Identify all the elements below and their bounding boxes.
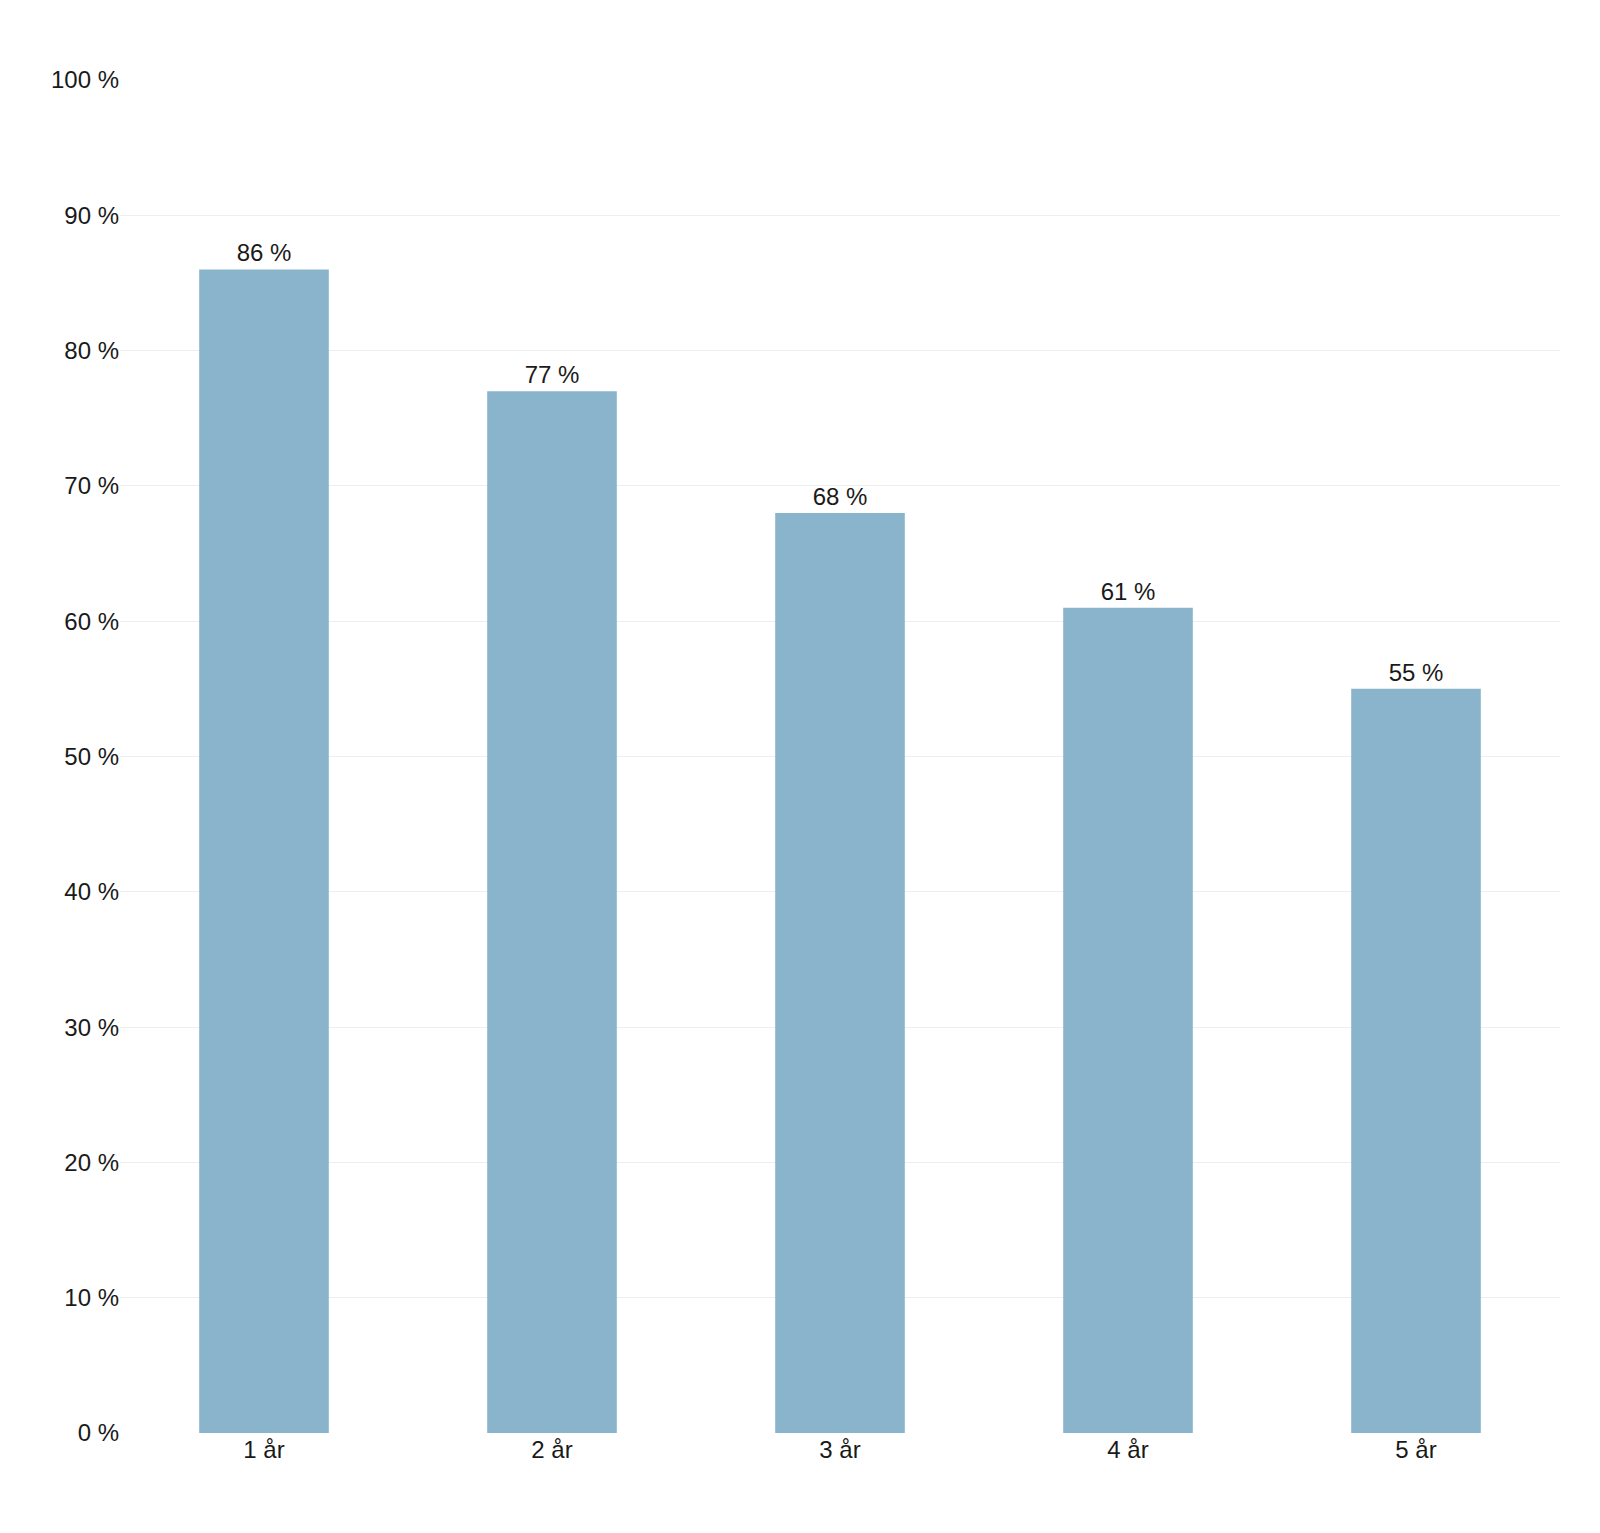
svg-text:77 %: 77 %	[525, 361, 580, 388]
svg-text:20 %: 20 %	[64, 1149, 119, 1176]
svg-text:0 %: 0 %	[78, 1419, 119, 1446]
svg-text:30 %: 30 %	[64, 1014, 119, 1041]
svg-text:40 %: 40 %	[64, 878, 119, 905]
svg-text:10 %: 10 %	[64, 1284, 119, 1311]
svg-text:90 %: 90 %	[64, 202, 119, 229]
svg-text:50 %: 50 %	[64, 743, 119, 770]
svg-text:5 år: 5 år	[1395, 1436, 1436, 1463]
svg-text:86 %: 86 %	[237, 239, 292, 266]
svg-text:61 %: 61 %	[1101, 578, 1156, 605]
svg-text:70 %: 70 %	[64, 472, 119, 499]
svg-text:1 år: 1 år	[243, 1436, 284, 1463]
svg-text:68 %: 68 %	[813, 483, 868, 510]
svg-text:4 år: 4 år	[1107, 1436, 1148, 1463]
svg-text:80 %: 80 %	[64, 337, 119, 364]
svg-text:60 %: 60 %	[64, 608, 119, 635]
svg-text:55 %: 55 %	[1389, 659, 1444, 686]
svg-text:2 år: 2 år	[531, 1436, 572, 1463]
svg-text:3 år: 3 år	[819, 1436, 860, 1463]
svg-text:100 %: 100 %	[51, 66, 119, 93]
